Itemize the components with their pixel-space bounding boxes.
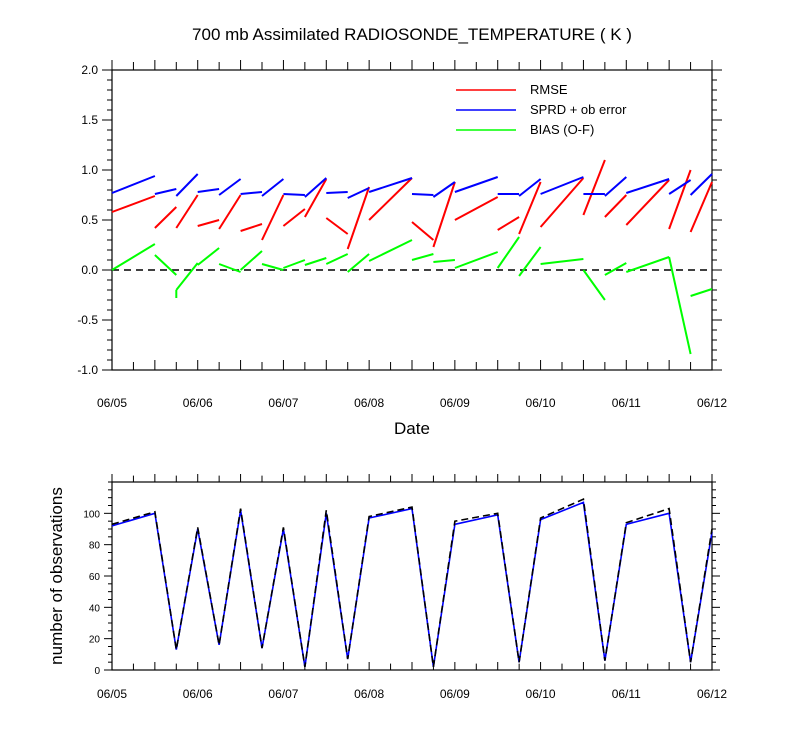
- x-tick-label: 06/08: [354, 396, 384, 410]
- x-tick-label: 06/06: [183, 396, 213, 410]
- x-tick-label: 06/10: [526, 396, 556, 410]
- y-tick-label: 100: [83, 509, 100, 520]
- legend-label-rmse: RMSE: [530, 82, 568, 97]
- y-tick-label: 40: [89, 603, 101, 614]
- y-axis-label: number of observations: [47, 487, 66, 665]
- x-tick-label: 06/07: [268, 396, 298, 410]
- x-tick-label: 06/08: [354, 687, 384, 701]
- y-tick-label: 0.5: [81, 213, 98, 227]
- x-tick-label: 06/12: [697, 687, 727, 701]
- legend-label-sprd-ob-error: SPRD + ob error: [530, 102, 627, 117]
- bias-o-f-series-line: [111, 236, 713, 355]
- x-tick-label: 06/09: [440, 396, 470, 410]
- x-tick-label: 06/05: [97, 396, 127, 410]
- y-tick-label: 1.5: [81, 113, 98, 127]
- y-tick-label: -0.5: [77, 313, 98, 327]
- x-tick-label: 06/05: [97, 687, 127, 701]
- sprd-ob-error-series-line: [111, 173, 713, 199]
- chart-title: 700 mb Assimilated RADIOSONDE_TEMPERATUR…: [192, 25, 632, 44]
- x-axis-label: Date: [394, 419, 430, 438]
- legend-label-bias-o-f: BIAS (O-F): [530, 122, 594, 137]
- bottom-chart-panel: 0 20 40 60 80 100 06/05 06/06 06/07 06/08 06/09 06/…: [47, 474, 727, 701]
- x-tick-label: 06/10: [526, 687, 556, 701]
- x-tick-label: 06/07: [268, 687, 298, 701]
- x-tick-label: 06/11: [612, 687, 641, 701]
- x-tick-label: 06/06: [183, 687, 213, 701]
- y-tick-label: -1.0: [77, 363, 98, 377]
- x-tick-label: 06/09: [440, 687, 470, 701]
- y-tick-label: 80: [89, 541, 101, 552]
- y-tick-label: 60: [89, 572, 101, 583]
- y-tick-label: 0: [94, 666, 100, 677]
- y-tick-label: 20: [89, 635, 101, 646]
- assimilated-observations-line: [111, 501, 713, 668]
- x-tick-label: 06/12: [697, 396, 727, 410]
- top-chart-panel: -1.0 -0.5 0.0 0.5 1.0 1.5 2.0 06/05 06/06 06/07 06…: [77, 25, 727, 438]
- possible-observations-line: [111, 498, 713, 668]
- y-tick-label: 2.0: [81, 63, 98, 77]
- rmse-series-line: [111, 159, 713, 250]
- y-tick-label: 1.0: [81, 163, 98, 177]
- y-tick-label: 0.0: [81, 263, 98, 277]
- x-tick-label: 06/11: [612, 396, 641, 410]
